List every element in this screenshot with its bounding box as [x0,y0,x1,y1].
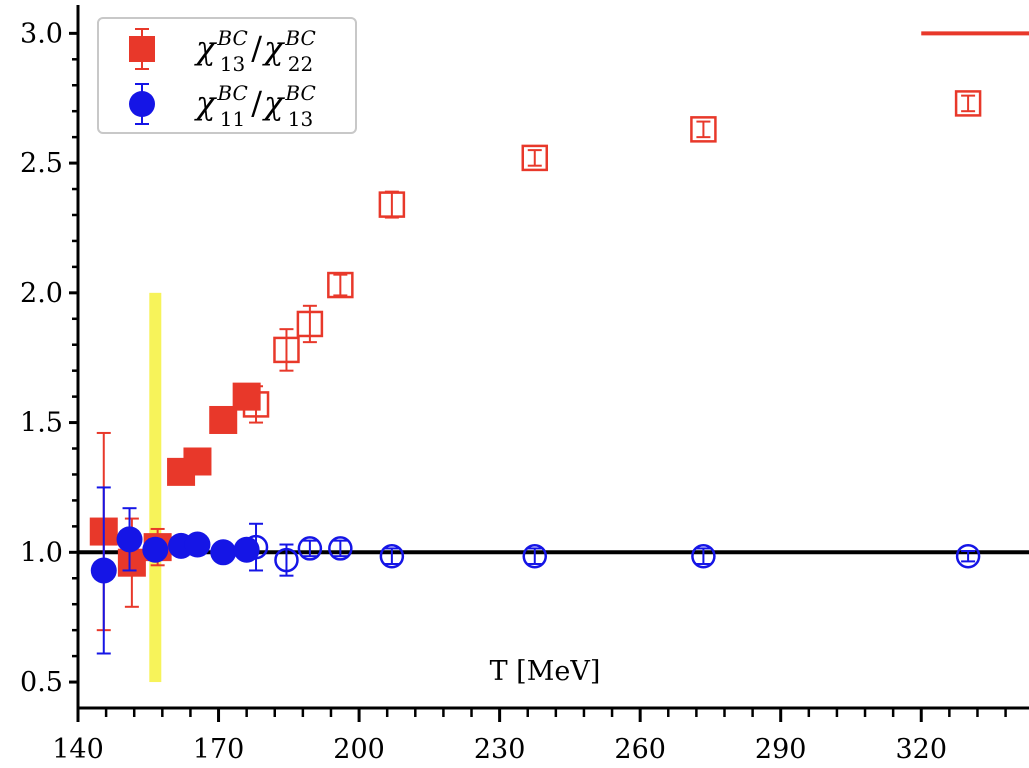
data-point-filled [184,531,211,558]
x-tick-label: 140 [52,734,104,765]
data-point-open [273,336,300,364]
legend-label: χ BC 11/χ BC 13 [194,81,316,131]
legend: χ BC 13/χ BC 22χ BC 11/χ BC 13 [97,17,357,134]
data-point-open [954,90,982,117]
data-point-filled [233,536,260,563]
y-tick-label: 1.5 [20,408,63,439]
y-tick-label: 0.5 [20,667,63,698]
yellow-band-layer [149,292,162,683]
series-layer [89,90,982,655]
error-bar [333,539,348,558]
series-2 [90,486,981,655]
x-tick-label: 170 [193,734,245,765]
data-point-open [691,543,716,569]
data-point-filled [116,526,143,553]
data-point-filled [232,382,261,411]
y-tick-label: 1.0 [20,537,63,568]
data-point-filled [210,539,237,566]
data-point-filled [183,447,212,476]
data-point-filled [209,405,238,434]
error-bar [961,94,976,113]
error-bar [527,547,542,565]
error-bar [961,550,976,563]
legend-frame [97,17,357,134]
x-tick-label: 290 [755,734,807,765]
x-tick-label: 260 [614,734,666,765]
data-point-open [327,271,354,299]
y-tick-label: 2.5 [20,148,63,179]
data-point-open [297,536,323,561]
data-point-open [521,144,549,172]
legend-entry-1: χ BC 13/χ BC 22 [129,26,316,76]
data-point-filled [142,536,169,563]
data-point-open [296,310,324,338]
data-point-open [378,191,406,218]
data-point-filled [90,557,117,584]
series-1 [89,90,982,632]
axes-layer: 0.5 1.0 1.5 2.0 2.5 3.0 140 170 200 230 260 290 320 [20,5,1029,765]
crossover-band [149,292,162,683]
legend-label: χ BC 13/χ BC 22 [194,26,316,76]
error-bar [302,539,317,558]
error-bar [333,273,348,297]
data-point-open [522,543,548,569]
error-bar [696,120,711,139]
y-tick-label: 3.0 [20,18,63,49]
data-point-open [379,543,405,569]
data-point-open [690,116,717,143]
y-tick-label: 2.0 [20,278,63,309]
error-bar [527,149,542,167]
x-tick-label: 230 [474,734,526,765]
data-point-open [955,543,981,569]
x-tick-label: 200 [333,734,385,765]
legend-entry-2: χ BC 11/χ BC 13 [129,81,316,131]
error-bar [279,328,294,372]
data-point-open [328,536,353,561]
legend-circle-marker [129,91,155,117]
data-point-open [274,547,299,573]
data-point-filled [117,548,146,577]
error-bar [384,547,399,565]
x-axis-title: T [MeV] [490,656,601,687]
legend-square-marker [129,36,155,62]
error-bar [696,547,711,565]
x-tick-label: 320 [895,734,947,765]
